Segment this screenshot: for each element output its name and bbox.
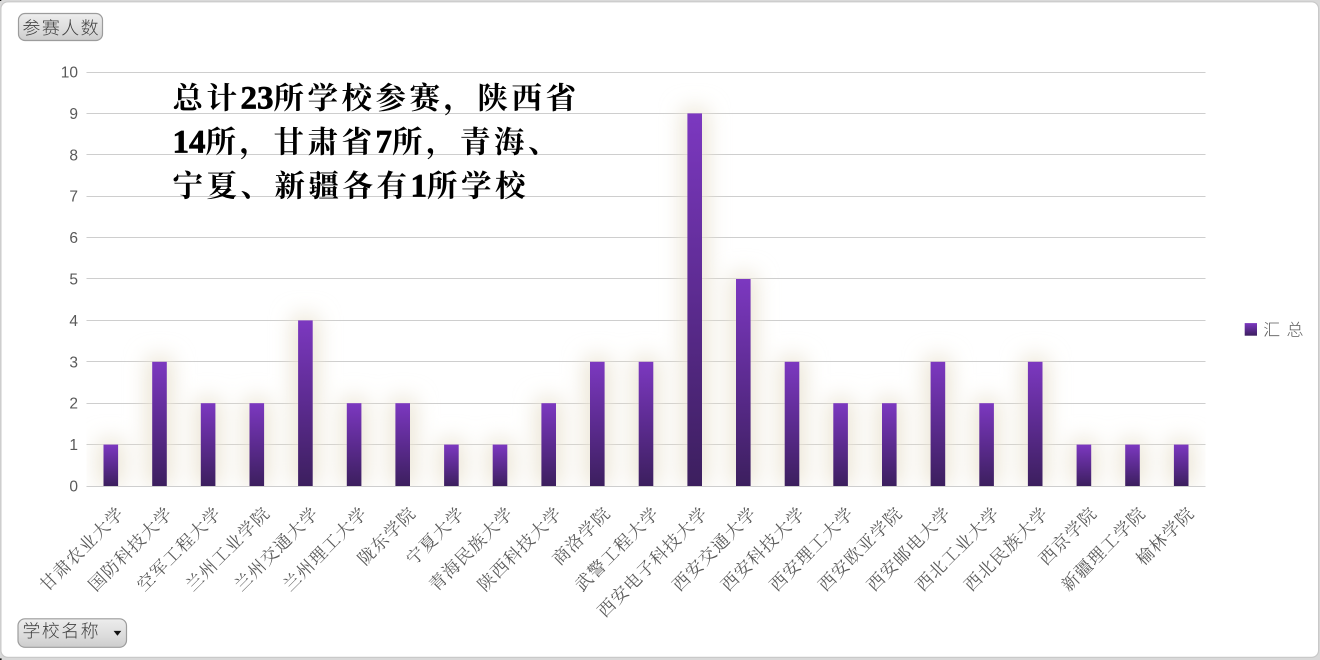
- svg-text:10: 10: [61, 65, 79, 82]
- svg-text:0: 0: [69, 479, 78, 496]
- svg-text:23: 23: [241, 81, 274, 117]
- svg-text:8: 8: [69, 147, 78, 164]
- svg-text:6: 6: [69, 230, 78, 247]
- svg-text:7: 7: [376, 125, 393, 161]
- svg-text:9: 9: [69, 106, 78, 123]
- svg-text:7: 7: [69, 189, 78, 206]
- svg-text:14: 14: [173, 125, 206, 161]
- svg-text:1: 1: [69, 437, 78, 454]
- svg-text:1: 1: [411, 168, 428, 204]
- svg-text:2: 2: [69, 396, 78, 413]
- svg-text:4: 4: [69, 313, 78, 330]
- svg-text:3: 3: [69, 354, 78, 371]
- svg-text:5: 5: [69, 272, 78, 289]
